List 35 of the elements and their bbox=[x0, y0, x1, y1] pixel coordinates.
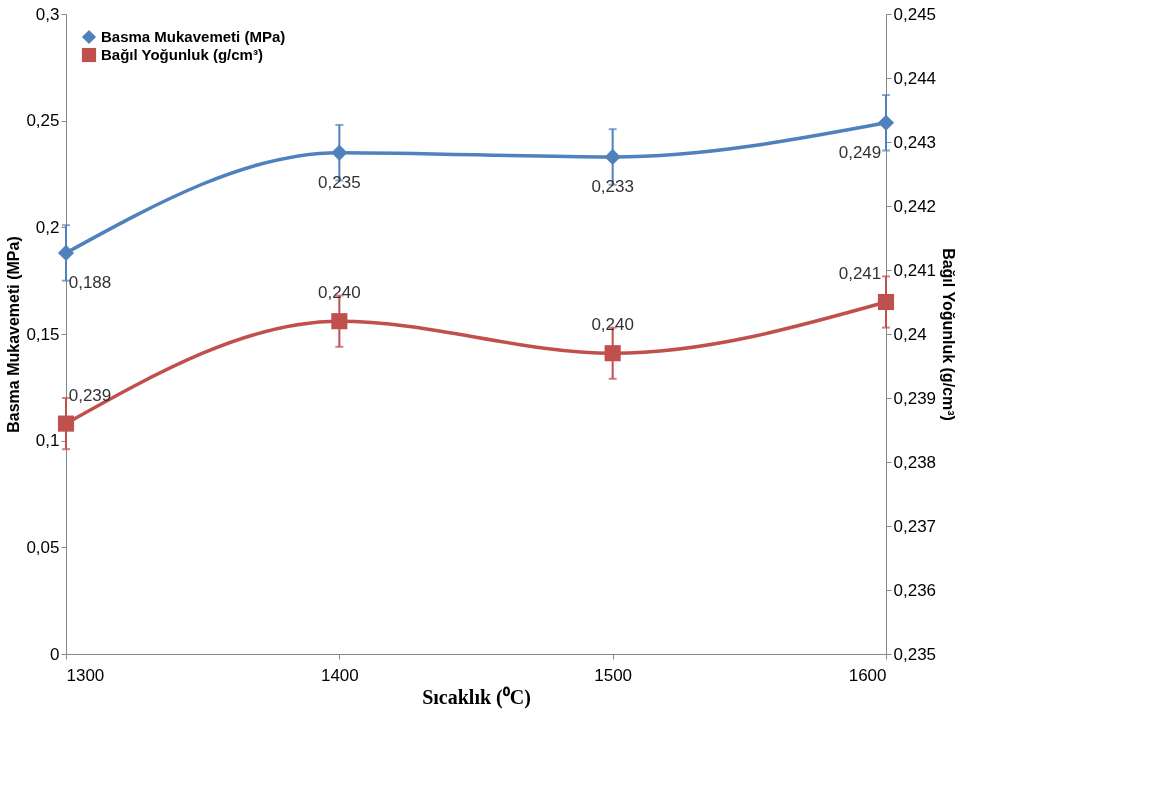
y-axis-title: Basma Mukavemeti (MPa) bbox=[5, 236, 23, 433]
x-tick-label: 1400 bbox=[320, 665, 359, 685]
y2-tick-label: 0,238 bbox=[893, 452, 937, 472]
y2-tick-label: 0,243 bbox=[893, 132, 937, 152]
y-tick-label: 0,3 bbox=[35, 4, 60, 24]
x-tick-label: 1500 bbox=[594, 665, 633, 685]
y2-tick-label: 0,244 bbox=[893, 68, 937, 88]
data-label: 0,240 bbox=[318, 283, 361, 303]
y2-tick-label: 0,245 bbox=[893, 4, 937, 24]
data-label: 0,235 bbox=[318, 172, 361, 192]
y2-tick-label: 0,235 bbox=[893, 644, 937, 664]
x-tick-label: 1300 bbox=[66, 665, 105, 685]
y-tick-label: 0,1 bbox=[35, 431, 60, 451]
y2-tick-label: 0,237 bbox=[893, 516, 937, 536]
y2-tick-label: 0,24 bbox=[893, 324, 927, 344]
y-tick-label: 0 bbox=[50, 644, 60, 664]
data-label: 0,240 bbox=[591, 315, 634, 335]
y-tick-label: 0,15 bbox=[26, 324, 60, 344]
data-label: 0,239 bbox=[68, 385, 112, 405]
data-label: 0,249 bbox=[838, 142, 882, 162]
y2-axis-title: Bağıl Yoğunluk (g/cm³) bbox=[940, 248, 958, 421]
y-tick-label: 0,25 bbox=[26, 111, 60, 131]
legend-label: Basma Mukavemeti (MPa) bbox=[101, 28, 286, 45]
y2-tick-label: 0,241 bbox=[893, 260, 937, 280]
y2-tick-label: 0,236 bbox=[893, 580, 937, 600]
data-label: 0,241 bbox=[838, 264, 882, 283]
legend-label: Bağıl Yoğunluk (g/cm³) bbox=[101, 46, 263, 63]
y2-tick-label: 0,242 bbox=[893, 196, 937, 216]
y-tick-label: 0,05 bbox=[26, 537, 60, 557]
y2-tick-label: 0,239 bbox=[893, 388, 937, 408]
x-axis-title: Sıcaklık (⁰C) bbox=[422, 685, 531, 709]
x-tick-label: 1600 bbox=[848, 665, 887, 685]
data-label: 0,233 bbox=[591, 176, 634, 196]
data-label: 0,188 bbox=[68, 272, 112, 292]
y-tick-label: 0,2 bbox=[35, 217, 60, 237]
